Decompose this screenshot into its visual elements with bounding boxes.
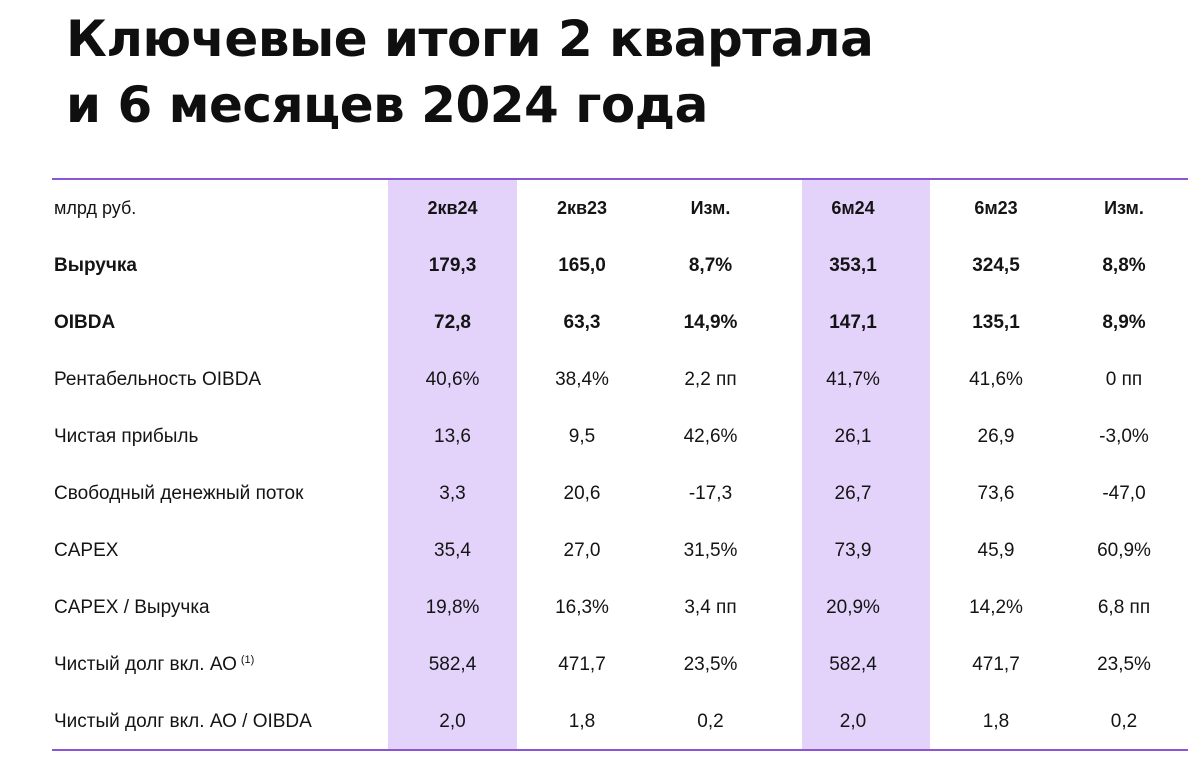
column-header-2q23: 2кв23: [556, 198, 608, 218]
value-cell-6m24: 353,1: [829, 254, 877, 276]
value-cell-6m23: 26,9: [977, 425, 1015, 447]
value-cell-6m23: 324,5: [972, 254, 1020, 276]
row-label: Чистый долг вкл. АО / OIBDA: [54, 710, 312, 732]
value-cell-2q23: 165,0: [558, 254, 606, 276]
column-header-change-half-year: Изм.: [1104, 198, 1144, 218]
value-cell-6m23: 471,7: [972, 653, 1020, 675]
value-cell-change-quarter: 23,5%: [683, 653, 738, 675]
page-title-line-2: и 6 месяцев 2024 года: [66, 76, 708, 134]
value-cell-6m24: 20,9%: [826, 596, 880, 618]
value-cell-change-half-year: -47,0: [1102, 482, 1146, 504]
results-table-container: млрд руб. 2кв24 2кв23 Изм. 6м24 6м23 Изм…: [52, 178, 1188, 751]
column-header-6m24: 6м24: [831, 198, 875, 218]
row-label: Свободный денежный поток: [54, 482, 304, 504]
value-cell-change-quarter: -17,3: [688, 482, 733, 504]
table-row: Свободный денежный поток 3,3 20,6 -17,3 26,7…: [52, 465, 1188, 522]
row-label-cell: Чистый долг вкл. АО / OIBDA: [52, 693, 388, 750]
value-cell-2q23: 9,5: [568, 425, 596, 447]
value-cell-6m24: 147,1: [829, 311, 877, 333]
footnote-marker: (1): [240, 653, 255, 666]
value-cell-2q24: 13,6: [434, 425, 471, 447]
value-cell-2q23: 20,6: [563, 482, 601, 504]
value-cell-change-quarter: 14,9%: [683, 311, 738, 333]
row-label-cell: Чистая прибыль: [52, 408, 388, 465]
value-cell-2q23: 27,0: [563, 539, 601, 561]
value-cell-change-half-year: 8,8%: [1102, 254, 1146, 276]
value-cell-6m24: 41,7%: [826, 368, 880, 390]
value-cell-change-half-year: -3,0%: [1099, 425, 1149, 447]
column-header-change-quarter: Изм.: [690, 198, 731, 218]
row-label-cell: CAPEX / Выручка: [52, 579, 388, 636]
row-label: OIBDA: [54, 311, 116, 333]
column-header-2q24: 2кв24: [427, 198, 478, 218]
value-cell-2q23: 63,3: [563, 311, 601, 333]
value-cell-2q24: 2,0: [439, 710, 466, 732]
value-cell-change-half-year: 0,2: [1110, 710, 1138, 732]
value-cell-change-half-year: 23,5%: [1097, 653, 1151, 675]
value-cell-2q23: 471,7: [558, 653, 606, 675]
value-cell-change-quarter: 2,2 пп: [684, 368, 737, 390]
table-row: Чистый долг вкл. АО / OIBDA 2,0 1,8 0,2 2,0 1…: [52, 693, 1188, 750]
row-label-cell: OIBDA: [52, 294, 388, 351]
page-title-line-1: Ключевые итоги 2 квартала: [66, 10, 874, 68]
value-cell-change-quarter: 42,6%: [683, 425, 738, 447]
table-row: Чистый долг вкл. АО (1) 582,4 471,7 23,5% 582…: [52, 636, 1188, 693]
value-cell-change-quarter: 31,5%: [683, 539, 738, 561]
value-cell-change-quarter: 8,7%: [688, 254, 733, 276]
row-label: CAPEX: [54, 539, 119, 561]
table-header-row: млрд руб. 2кв24 2кв23 Изм. 6м24 6м23 Изм…: [52, 180, 1188, 237]
value-cell-2q24: 72,8: [434, 311, 471, 333]
row-label: Рентабельность OIBDA: [54, 368, 262, 390]
page-title: Ключевые итоги 2 квартала и 6 месяцев 20…: [66, 6, 874, 138]
table-top-rule: [52, 178, 1188, 180]
row-label-cell: Выручка: [52, 237, 388, 294]
value-cell-6m24: 26,1: [834, 425, 872, 447]
unit-label: млрд руб.: [54, 198, 137, 218]
value-cell-2q24: 3,3: [439, 482, 466, 504]
value-cell-2q24: 19,8%: [425, 596, 480, 618]
value-cell-2q24: 179,3: [428, 254, 477, 276]
value-cell-6m23: 135,1: [972, 311, 1020, 333]
value-cell-change-half-year: 60,9%: [1097, 539, 1151, 561]
table-row: Чистая прибыль 13,6 9,5 42,6% 26,1 26,9 -3,0%: [52, 408, 1188, 465]
highlight-column-2q24: [388, 178, 517, 751]
row-label: Выручка: [54, 254, 137, 276]
value-cell-6m24: 582,4: [829, 653, 877, 675]
value-cell-2q24: 35,4: [434, 539, 471, 561]
row-label-cell: CAPEX: [52, 522, 388, 579]
value-cell-6m23: 14,2%: [969, 596, 1023, 618]
value-cell-6m23: 45,9: [977, 539, 1015, 561]
value-cell-change-half-year: 6,8 пп: [1097, 596, 1151, 618]
table-row: Рентабельность OIBDA 40,6% 38,4% 2,2 пп 41,7…: [52, 351, 1188, 408]
value-cell-2q24: 40,6%: [425, 368, 480, 390]
row-label-cell: Рентабельность OIBDA: [52, 351, 388, 408]
row-label-cell: Чистый долг вкл. АО (1): [52, 636, 388, 693]
value-cell-2q24: 582,4: [428, 653, 477, 675]
value-cell-change-quarter: 3,4 пп: [684, 596, 737, 618]
row-label-cell: Свободный денежный поток: [52, 465, 388, 522]
value-cell-2q23: 16,3%: [555, 596, 609, 618]
row-label: Чистый долг вкл. АО: [54, 653, 237, 675]
value-cell-2q23: 1,8: [568, 710, 596, 732]
value-cell-2q23: 38,4%: [555, 368, 609, 390]
value-cell-6m23: 73,6: [977, 482, 1015, 504]
results-table: млрд руб. 2кв24 2кв23 Изм. 6м24 6м23 Изм…: [52, 180, 1188, 750]
value-cell-change-half-year: 8,9%: [1102, 311, 1146, 333]
value-cell-6m24: 26,7: [834, 482, 872, 504]
value-cell-6m24: 2,0: [839, 710, 867, 732]
row-label: Чистая прибыль: [54, 425, 199, 447]
table-bottom-rule: [52, 749, 1188, 751]
value-cell-6m24: 73,9: [834, 539, 872, 561]
value-cell-change-quarter: 0,2: [697, 710, 724, 732]
table-row: OIBDA 72,8 63,3 14,9% 147,1 135,1 8,9%: [52, 294, 1188, 351]
highlight-column-6m24: [802, 178, 930, 751]
value-cell-6m23: 1,8: [982, 710, 1010, 732]
column-header-6m23: 6м23: [974, 198, 1018, 218]
table-row: CAPEX / Выручка 19,8% 16,3% 3,4 пп 20,9% 14,2…: [52, 579, 1188, 636]
value-cell-6m23: 41,6%: [969, 368, 1023, 390]
row-label: CAPEX / Выручка: [54, 596, 210, 618]
value-cell-change-half-year: 0 пп: [1105, 368, 1143, 390]
table-row: Выручка 179,3 165,0 8,7% 353,1 324,5 8,8%: [52, 237, 1188, 294]
table-row: CAPEX 35,4 27,0 31,5% 73,9 45,9 60,9%: [52, 522, 1188, 579]
